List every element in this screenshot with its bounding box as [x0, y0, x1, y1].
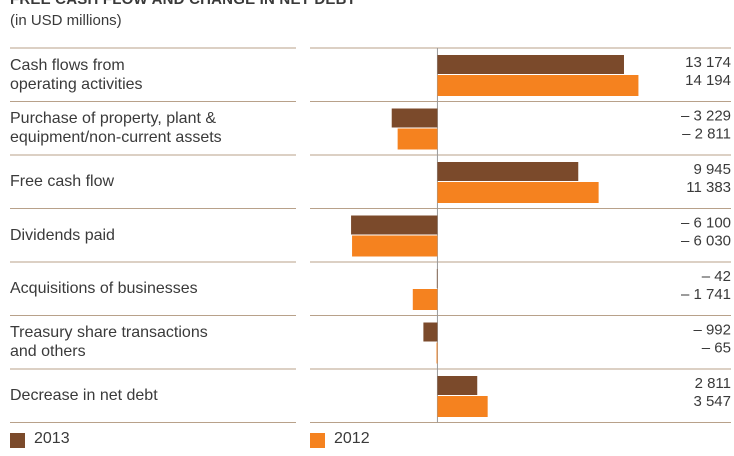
bar: [437, 376, 478, 395]
category-label: Decrease in net debt: [10, 387, 158, 405]
value-label: 13 174: [685, 54, 731, 71]
bar: [391, 108, 438, 128]
bar: [437, 396, 488, 417]
bar: [412, 289, 438, 310]
value-label: 3 547: [693, 393, 731, 410]
value-label: – 42: [702, 268, 731, 285]
value-label: – 992: [693, 321, 731, 338]
value-label: – 6 100: [681, 214, 731, 231]
chart-subtitle: (in USD millions): [10, 12, 122, 29]
category-label: Treasury share transactions and others: [10, 324, 208, 361]
value-label: – 1 741: [681, 286, 731, 303]
category-label: Acquisitions of businesses: [10, 280, 198, 298]
bar: [436, 269, 438, 288]
value-label: – 2 811: [682, 125, 731, 142]
bar: [423, 322, 438, 342]
category-label: Cash flows from operating activities: [10, 56, 143, 93]
bar: [437, 182, 599, 203]
bar: [437, 162, 579, 181]
bar: [437, 75, 639, 96]
value-label: – 3 229: [681, 107, 731, 124]
legend-label: 2012: [334, 430, 370, 447]
category-label: Purchase of property, plant & equipment/…: [10, 110, 222, 147]
bar: [397, 128, 438, 150]
bar: [352, 235, 438, 257]
value-label: – 65: [702, 339, 731, 356]
value-label: 9 945: [693, 161, 731, 178]
category-label: Free cash flow: [10, 173, 115, 191]
legend-label: 2013: [34, 430, 70, 447]
bar: [437, 55, 624, 74]
category-label: Dividends paid: [10, 226, 115, 244]
legend-swatch: [310, 433, 325, 448]
chart-title: FREE CASH FLOW AND CHANGE IN NET DEBT: [10, 0, 356, 8]
legend-swatch: [10, 433, 25, 448]
value-label: 14 194: [685, 72, 731, 89]
bar: [351, 215, 438, 235]
bar: [436, 342, 438, 364]
value-label: 2 811: [695, 375, 731, 392]
value-label: 11 383: [686, 179, 731, 196]
value-label: – 6 030: [681, 232, 731, 249]
